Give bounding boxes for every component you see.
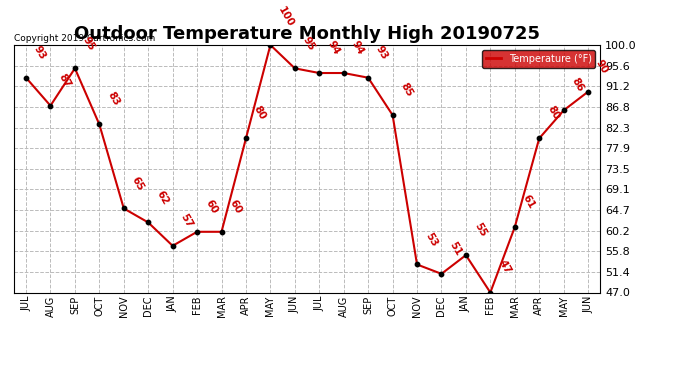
Text: 93: 93 (374, 44, 390, 62)
Text: 60: 60 (203, 198, 219, 216)
Text: 94: 94 (326, 39, 342, 57)
Point (167, 243, 178, 249)
Text: 85: 85 (399, 81, 415, 99)
Point (533, 135, 544, 141)
Text: 86: 86 (570, 76, 586, 94)
Text: 60: 60 (228, 198, 244, 216)
Text: 61: 61 (521, 193, 537, 211)
Point (143, 219, 154, 225)
Text: 80: 80 (545, 105, 561, 122)
Point (70, 65, 81, 71)
Point (45, 103, 56, 109)
Point (460, 252, 471, 258)
Title: Outdoor Temperature Monthly High 20190725: Outdoor Temperature Monthly High 2019072… (74, 26, 540, 44)
Point (363, 75, 374, 81)
Text: 51: 51 (448, 240, 464, 258)
Text: 95: 95 (81, 34, 97, 52)
Text: 90: 90 (594, 58, 610, 75)
Text: 47: 47 (496, 258, 513, 276)
Text: 87: 87 (57, 72, 72, 89)
Point (314, 70, 325, 76)
Point (436, 271, 447, 277)
Text: 94: 94 (350, 39, 366, 57)
Text: 80: 80 (252, 105, 268, 122)
Point (485, 290, 496, 296)
Legend: Temperature (°F): Temperature (°F) (482, 50, 595, 68)
Point (558, 107, 569, 113)
Text: 93: 93 (32, 44, 48, 62)
Point (509, 224, 520, 230)
Point (582, 89, 593, 95)
Text: 100: 100 (277, 5, 296, 28)
Text: Copyright 2019 Cartronics.com: Copyright 2019 Cartronics.com (14, 33, 155, 42)
Text: 62: 62 (155, 189, 170, 206)
Text: 83: 83 (106, 90, 121, 108)
Point (411, 261, 422, 267)
Point (387, 112, 398, 118)
Point (21, 75, 32, 81)
Point (118, 206, 129, 212)
Text: 65: 65 (130, 174, 146, 192)
Text: 57: 57 (179, 212, 195, 230)
Point (338, 70, 349, 76)
Point (94, 122, 105, 128)
Point (265, 42, 276, 48)
Text: 55: 55 (472, 221, 488, 239)
Text: 95: 95 (301, 34, 317, 52)
Text: 53: 53 (423, 231, 439, 248)
Point (289, 65, 300, 71)
Point (192, 229, 203, 235)
Point (240, 135, 251, 141)
Point (216, 229, 227, 235)
